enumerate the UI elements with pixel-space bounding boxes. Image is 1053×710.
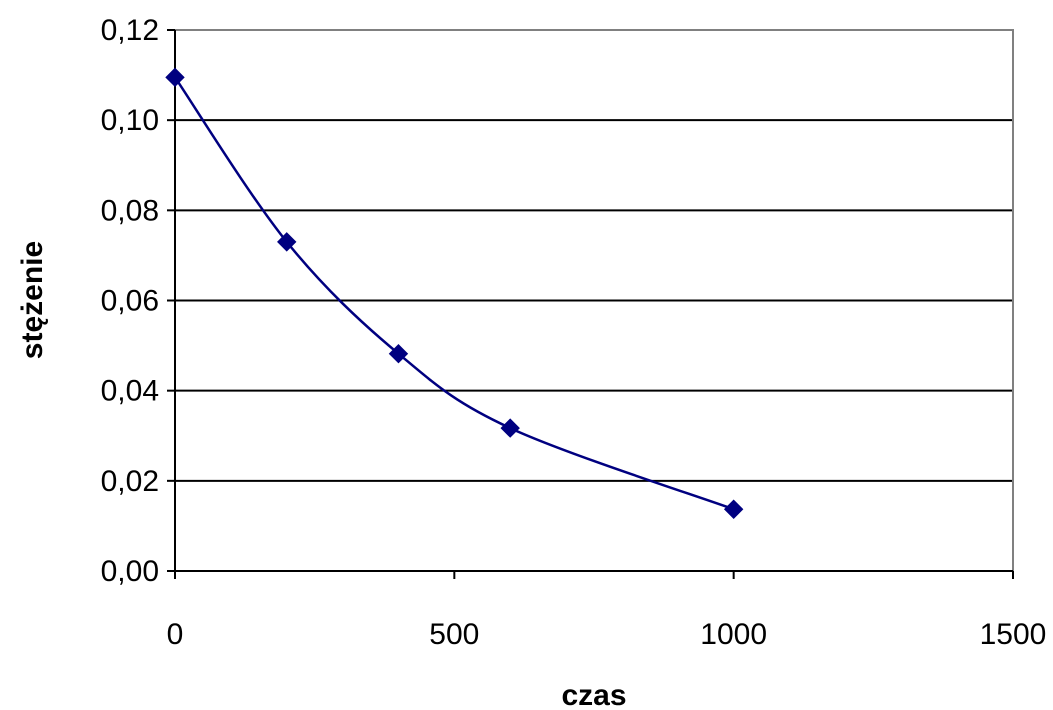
y-tick-label: 0,04: [101, 375, 159, 408]
x-tick-label: 0: [167, 618, 184, 651]
x-axis-title: czas: [561, 679, 626, 710]
y-tick-label: 0,10: [101, 104, 159, 137]
y-tick-label: 0,00: [101, 555, 159, 588]
y-tick-label: 0,06: [101, 285, 159, 318]
data-point-marker: [500, 418, 520, 438]
x-tick-label: 500: [429, 618, 479, 651]
y-tick-label: 0,12: [101, 14, 159, 47]
gridlines: [175, 119, 1013, 482]
y-tick-label: 0,08: [101, 194, 159, 227]
axes: [167, 29, 1014, 579]
data-point-marker: [165, 67, 185, 88]
y-axis-title: stężenie: [16, 241, 49, 359]
tick-labels: 0,00 0,02 0,04 0,06 0,08 0,10 0,12 0 500 1000 1500: [101, 14, 1047, 651]
x-tick-label: 1000: [700, 618, 767, 651]
data-point-marker: [277, 232, 297, 252]
data-point-marker: [388, 343, 409, 364]
y-tick-label: 0,02: [101, 465, 159, 498]
data-point-marker: [723, 499, 744, 519]
series-layer: [165, 67, 744, 519]
x-tick-label: 1500: [980, 618, 1047, 651]
